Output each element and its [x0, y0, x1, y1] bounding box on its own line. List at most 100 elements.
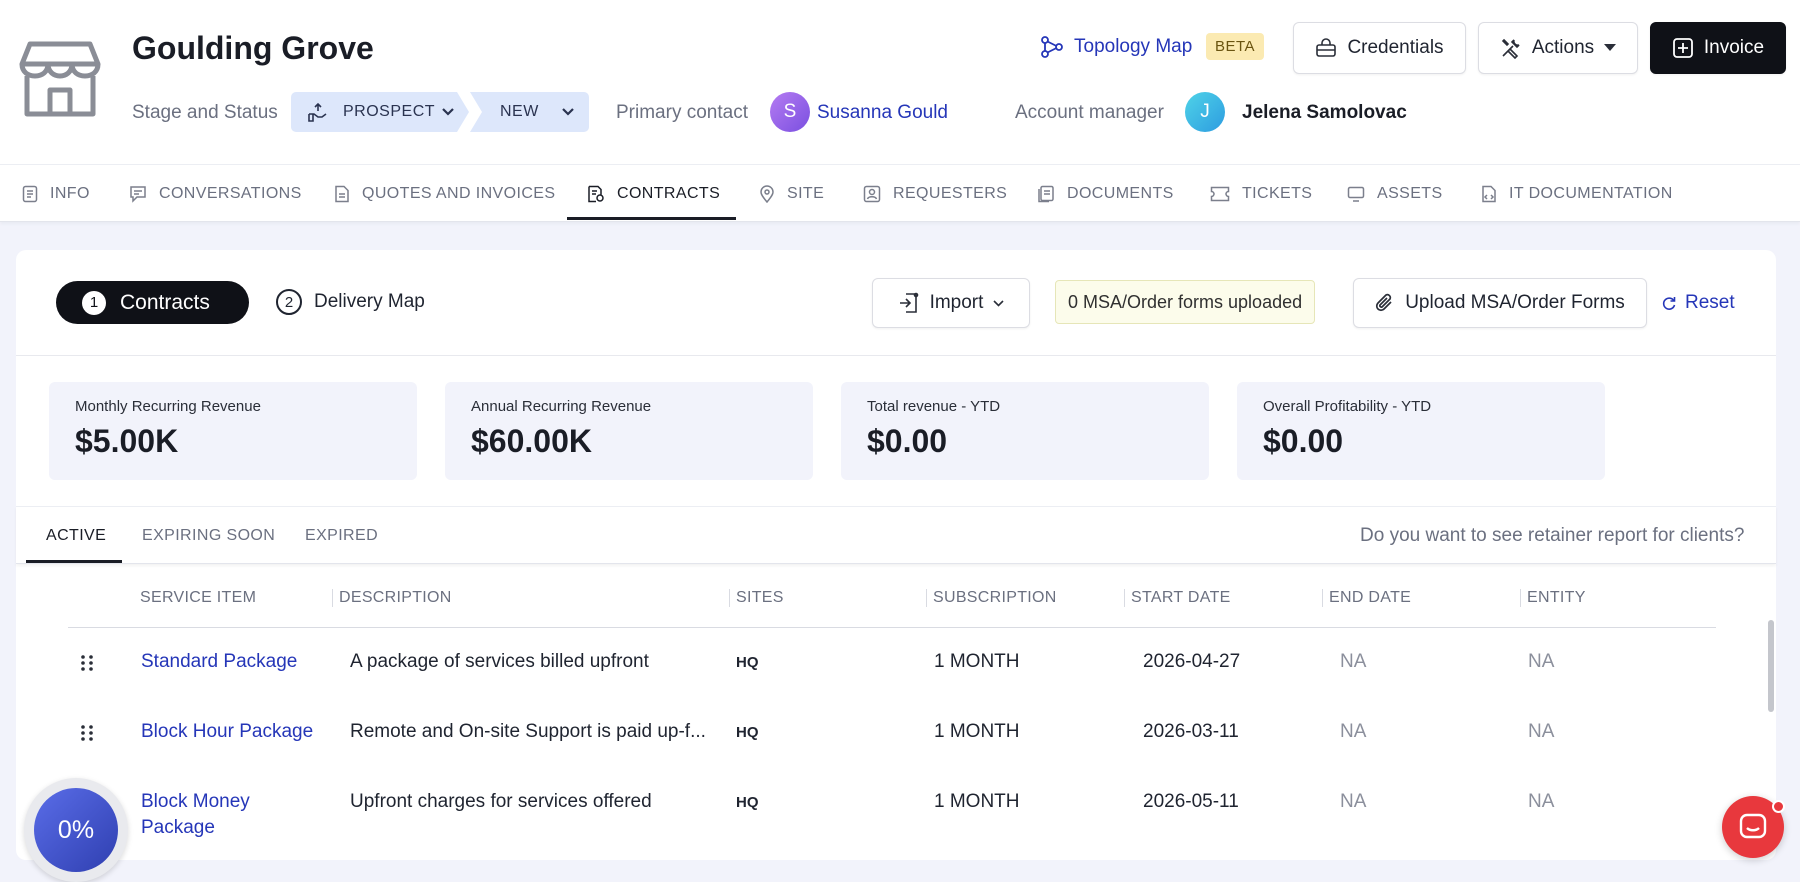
- topology-map-label: Topology Map: [1074, 36, 1193, 57]
- credentials-button[interactable]: Credentials: [1293, 22, 1466, 74]
- retainer-report-link[interactable]: Do you want to see retainer report for c…: [1360, 525, 1745, 546]
- step-contracts[interactable]: 1 Contracts: [56, 281, 249, 324]
- documents-icon: [1037, 185, 1055, 203]
- start-date-cell: 2026-03-11: [1143, 721, 1239, 742]
- contract-status-tabs: ACTIVE EXPIRING SOON EXPIRED Do you want…: [16, 506, 1776, 564]
- metric-arr: Annual Recurring Revenue $60.00K: [445, 382, 813, 480]
- reset-label: Reset: [1685, 292, 1735, 313]
- tab-info[interactable]: INFO: [22, 165, 90, 222]
- metric-label: Overall Profitability - YTD: [1263, 398, 1432, 415]
- import-dropdown[interactable]: Import: [872, 278, 1030, 328]
- chevron-down-icon: [441, 107, 455, 117]
- column-header[interactable]: DESCRIPTION: [332, 589, 452, 607]
- tab-label: CONTRACTS: [617, 184, 721, 202]
- actions-label: Actions: [1531, 37, 1595, 58]
- entity-cell: NA: [1528, 791, 1555, 812]
- metric-label: Monthly Recurring Revenue: [75, 398, 261, 415]
- column-header[interactable]: ENTITY: [1520, 589, 1586, 607]
- stage-status-label: Stage and Status: [132, 102, 278, 123]
- location-pin-icon: [759, 184, 775, 203]
- upload-label: Upload MSA/Order Forms: [1405, 292, 1625, 313]
- tab-tickets[interactable]: TICKETS: [1210, 165, 1312, 222]
- column-header[interactable]: END DATE: [1322, 589, 1411, 607]
- avatar: J: [1185, 92, 1225, 132]
- metric-profitability: Overall Profitability - YTD $0.00: [1237, 382, 1605, 480]
- invoice-button[interactable]: Invoice: [1650, 22, 1786, 74]
- info-doc-icon: [22, 185, 38, 203]
- service-item-link[interactable]: Block Money: [141, 791, 250, 812]
- drag-handle-icon[interactable]: [80, 654, 94, 672]
- chat-bubble-icon: [1738, 812, 1768, 842]
- primary-contact-link[interactable]: Susanna Gould: [817, 102, 948, 123]
- reset-button[interactable]: Reset: [1661, 292, 1735, 314]
- service-item-link[interactable]: Block Hour Package: [141, 721, 314, 742]
- tab-contracts[interactable]: CONTRACTS: [587, 165, 720, 222]
- primary-contact-label: Primary contact: [616, 102, 748, 123]
- contract-icon: [587, 185, 605, 203]
- start-date-cell: 2026-05-11: [1143, 791, 1239, 812]
- tab-label: ASSETS: [1377, 184, 1443, 202]
- site-cell: HQ: [736, 654, 759, 671]
- step-number: 2: [276, 289, 302, 315]
- end-date-cell: NA: [1340, 651, 1367, 672]
- tools-icon: [1500, 37, 1522, 59]
- column-header[interactable]: SITES: [729, 589, 784, 607]
- metric-value: $5.00K: [75, 423, 179, 459]
- active-tab-indicator: [567, 217, 736, 220]
- tab-conversations[interactable]: CONVERSATIONS: [129, 165, 302, 222]
- subtab-expired[interactable]: EXPIRED: [305, 527, 379, 544]
- stage-value: PROSPECT: [343, 103, 436, 120]
- actions-dropdown[interactable]: Actions: [1478, 22, 1638, 74]
- entity-cell: NA: [1528, 651, 1555, 672]
- it-doc-icon: [1481, 185, 1497, 203]
- beta-badge: BETA: [1206, 33, 1265, 60]
- tab-it-documentation[interactable]: IT DOCUMENTATION: [1481, 165, 1673, 222]
- stage-dropdown[interactable]: PROSPECT: [291, 92, 469, 132]
- metric-label: Annual Recurring Revenue: [471, 398, 652, 415]
- handshake-icon: [307, 102, 329, 122]
- progress-widget[interactable]: 0%: [24, 778, 128, 882]
- step-delivery-map[interactable]: 2 Delivery Map: [276, 289, 425, 315]
- tab-label: SITE: [787, 184, 825, 202]
- metric-value: $0.00: [867, 423, 948, 459]
- tab-label: QUOTES AND INVOICES: [362, 184, 556, 202]
- subscription-cell: 1 MONTH: [934, 651, 1020, 672]
- tab-requesters[interactable]: REQUESTERS: [863, 165, 1007, 222]
- progress-value: 0%: [34, 788, 118, 872]
- divider: [16, 355, 1776, 356]
- column-header[interactable]: SUBSCRIPTION: [926, 589, 1057, 607]
- step-label: Delivery Map: [314, 291, 425, 312]
- topology-map-link[interactable]: Topology Map: [1040, 36, 1192, 58]
- end-date-cell: NA: [1340, 721, 1367, 742]
- quote-icon: [334, 185, 350, 203]
- subtab-active[interactable]: ACTIVE: [46, 527, 107, 544]
- credentials-label: Credentials: [1347, 37, 1444, 58]
- tab-label: REQUESTERS: [893, 184, 1008, 202]
- column-header[interactable]: SERVICE ITEM: [140, 589, 257, 606]
- step-label: Contracts: [120, 290, 210, 314]
- tab-site[interactable]: SITE: [759, 165, 824, 222]
- subtab-expiring-soon[interactable]: EXPIRING SOON: [142, 527, 276, 544]
- column-header[interactable]: START DATE: [1124, 589, 1231, 607]
- account-manager-label: Account manager: [1015, 102, 1164, 123]
- description-cell: Remote and On-site Support is paid up-f.…: [350, 721, 706, 742]
- tab-documents[interactable]: DOCUMENTS: [1037, 165, 1174, 222]
- status-dropdown[interactable]: NEW: [470, 92, 589, 132]
- tab-assets[interactable]: ASSETS: [1347, 165, 1443, 222]
- import-icon: [898, 292, 920, 314]
- upload-msa-button[interactable]: Upload MSA/Order Forms: [1353, 278, 1647, 328]
- msa-status-badge: 0 MSA/Order forms uploaded: [1055, 280, 1316, 324]
- service-item-link-line2[interactable]: Package: [141, 817, 215, 838]
- metric-total-revenue: Total revenue - YTD $0.00: [841, 382, 1209, 480]
- drag-handle-icon[interactable]: [80, 724, 94, 742]
- tab-label: IT DOCUMENTATION: [1509, 184, 1673, 202]
- tab-quotes-invoices[interactable]: QUOTES AND INVOICES: [334, 165, 555, 222]
- tab-bar: [0, 164, 1800, 222]
- site-cell: HQ: [736, 724, 759, 741]
- paperclip-icon: [1375, 292, 1395, 314]
- site-cell: HQ: [736, 794, 759, 811]
- monitor-icon: [1347, 186, 1365, 202]
- service-item-link[interactable]: Standard Package: [141, 651, 298, 672]
- vertical-scrollbar[interactable]: [1768, 620, 1774, 712]
- ticket-icon: [1210, 186, 1230, 202]
